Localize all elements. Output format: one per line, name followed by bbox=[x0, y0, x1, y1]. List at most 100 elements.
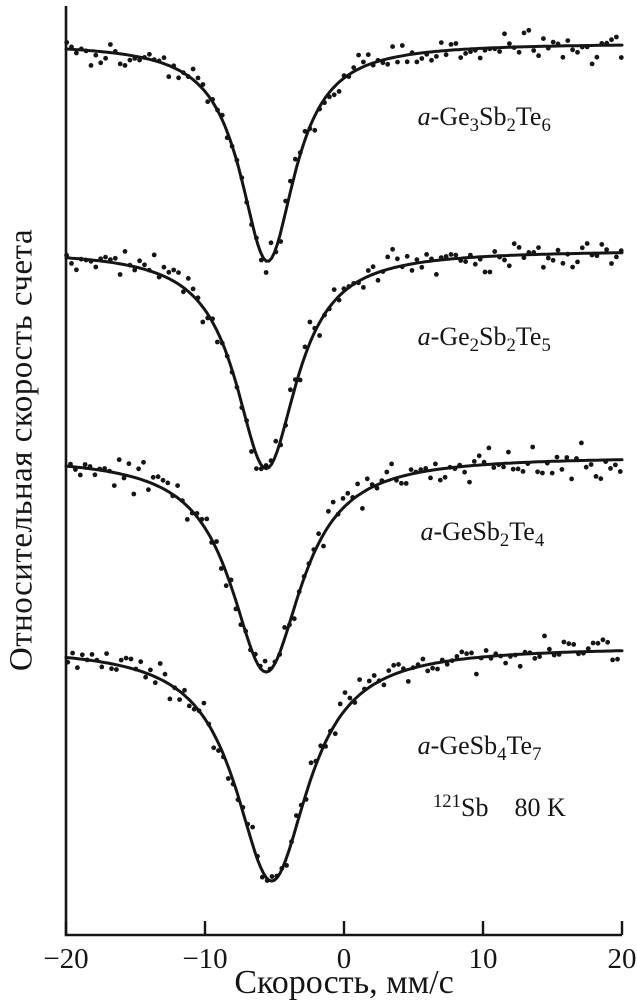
data-point bbox=[283, 422, 288, 428]
data-point bbox=[584, 44, 590, 50]
data-point bbox=[361, 285, 366, 290]
data-point bbox=[433, 461, 438, 467]
data-point bbox=[111, 483, 117, 488]
data-point bbox=[175, 483, 181, 488]
data-point bbox=[313, 758, 319, 764]
data-point bbox=[340, 496, 346, 501]
data-point bbox=[399, 264, 405, 270]
data-point bbox=[468, 252, 473, 258]
data-point bbox=[69, 261, 74, 266]
data-point bbox=[317, 106, 322, 112]
data-point bbox=[171, 63, 177, 69]
data-point bbox=[65, 659, 71, 665]
data-point bbox=[506, 263, 512, 269]
data-point bbox=[172, 685, 178, 691]
data-point bbox=[268, 240, 274, 246]
data-point bbox=[258, 257, 264, 263]
data-point bbox=[370, 264, 376, 270]
data-point bbox=[452, 466, 458, 472]
data-point bbox=[551, 652, 557, 658]
data-point bbox=[278, 239, 284, 244]
series-label: a-Ge2Sb2Te5 bbox=[418, 322, 551, 356]
data-point bbox=[355, 481, 360, 487]
data-point bbox=[434, 272, 439, 277]
data-point bbox=[74, 50, 79, 56]
data-point bbox=[609, 37, 614, 43]
data-point bbox=[210, 97, 216, 102]
data-point bbox=[171, 267, 177, 273]
data-point bbox=[565, 251, 571, 257]
data-point bbox=[385, 254, 391, 260]
data-point bbox=[362, 686, 367, 692]
data-point bbox=[428, 475, 433, 481]
data-point bbox=[121, 475, 127, 481]
data-point bbox=[234, 157, 240, 163]
data-point bbox=[468, 49, 473, 55]
data-point bbox=[289, 839, 294, 845]
data-point bbox=[229, 143, 235, 149]
data-point bbox=[603, 459, 609, 464]
data-point bbox=[365, 268, 371, 273]
data-point bbox=[375, 57, 381, 63]
data-point bbox=[536, 53, 541, 59]
data-point bbox=[512, 652, 518, 658]
data-point bbox=[69, 44, 74, 50]
data-point bbox=[502, 257, 507, 263]
data-point bbox=[487, 269, 493, 275]
data-point bbox=[112, 49, 118, 54]
data-point bbox=[409, 50, 415, 56]
series-label: a-GeSb2Te4 bbox=[420, 517, 544, 551]
data-point bbox=[486, 445, 492, 451]
data-point bbox=[477, 256, 483, 262]
data-point bbox=[204, 516, 210, 522]
data-point bbox=[599, 41, 605, 46]
data-point bbox=[321, 543, 326, 549]
data-point bbox=[205, 99, 211, 105]
data-point bbox=[282, 625, 287, 630]
data-point bbox=[108, 257, 113, 262]
data-point bbox=[438, 255, 444, 260]
data-point bbox=[444, 661, 450, 667]
data-point bbox=[224, 135, 230, 141]
data-point bbox=[610, 657, 615, 663]
data-point bbox=[579, 245, 585, 251]
data-point bbox=[360, 506, 365, 511]
data-point bbox=[437, 477, 443, 483]
data-point bbox=[219, 112, 225, 118]
data-point bbox=[151, 57, 157, 62]
data-point bbox=[308, 760, 314, 766]
data-point bbox=[605, 639, 611, 645]
data-point bbox=[263, 463, 269, 468]
data-point bbox=[423, 466, 429, 471]
data-point bbox=[434, 54, 439, 59]
data-point bbox=[136, 466, 142, 472]
data-point bbox=[238, 622, 244, 628]
data-point bbox=[516, 245, 522, 250]
data-point bbox=[487, 46, 493, 52]
data-point bbox=[556, 652, 562, 657]
data-point bbox=[147, 51, 152, 57]
data-point bbox=[219, 340, 225, 346]
data-point bbox=[253, 651, 258, 657]
data-point bbox=[87, 464, 93, 469]
data-point bbox=[102, 466, 107, 471]
data-point bbox=[307, 319, 313, 325]
data-point bbox=[259, 874, 265, 880]
data-point bbox=[481, 459, 487, 465]
data-point bbox=[337, 701, 343, 707]
data-point bbox=[109, 666, 114, 672]
data-point bbox=[201, 700, 207, 706]
data-point bbox=[214, 539, 219, 544]
data-point bbox=[150, 474, 156, 480]
data-point bbox=[566, 641, 572, 647]
data-point bbox=[560, 54, 566, 60]
data-point bbox=[447, 464, 453, 470]
data-point bbox=[374, 485, 380, 491]
data-point bbox=[200, 82, 206, 87]
data-point bbox=[132, 267, 138, 273]
isotope-temperature-annotation: 121Sb 80 K bbox=[433, 791, 566, 822]
data-point bbox=[575, 49, 580, 55]
data-point bbox=[118, 657, 124, 663]
data-point bbox=[442, 474, 448, 480]
